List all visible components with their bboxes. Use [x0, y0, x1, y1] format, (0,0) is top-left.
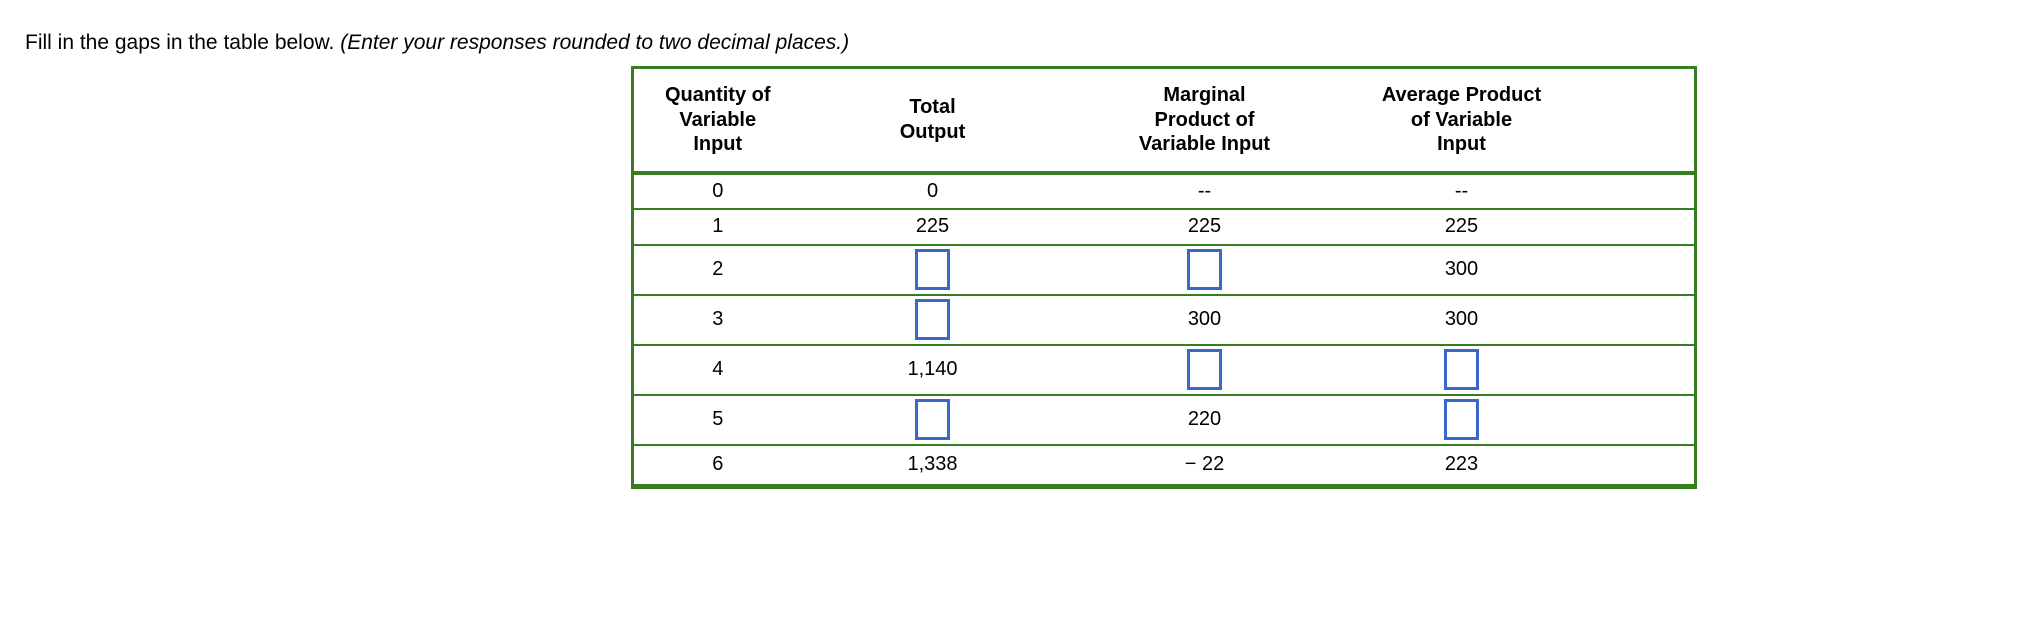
col-header-average-product: Average Product of Variable Input	[1345, 67, 1578, 175]
answer-input-total-output-q5[interactable]	[915, 399, 950, 440]
cell-quantity: 6	[632, 443, 802, 487]
cell-value: 0	[926, 179, 939, 202]
cell-value: 225	[1444, 215, 1479, 237]
cell-filler	[1577, 293, 1696, 345]
cell-average-product: 223	[1345, 443, 1578, 487]
cell-average-product: 300	[1345, 243, 1578, 295]
answer-input-total-output-q3[interactable]	[915, 299, 950, 340]
cell-average-product	[1345, 393, 1578, 445]
instruction-note: (Enter your responses rounded to two dec…	[340, 31, 850, 54]
cell-total-output: 225	[801, 207, 1064, 245]
answer-input-average-product-q4[interactable]	[1444, 349, 1479, 390]
cell-quantity: 5	[632, 393, 802, 445]
cell-value: 4	[712, 358, 724, 380]
cell-total-output	[801, 393, 1064, 445]
cell-quantity: 0	[633, 173, 802, 209]
cell-filler	[1577, 343, 1696, 395]
cell-value: − 22	[1184, 453, 1225, 476]
col-header-marginal-product: Marginal Product of Variable Input	[1063, 67, 1346, 175]
cell-value: 225	[1187, 215, 1222, 237]
table-row: 2 300	[632, 243, 1696, 295]
cell-value: 300	[1187, 308, 1222, 330]
cell-marginal-product	[1063, 243, 1346, 295]
cell-total-output	[801, 293, 1064, 345]
production-table: Quantity of Variable Input Total Output …	[631, 66, 1697, 489]
cell-value: 300	[1444, 258, 1479, 280]
table-row: 6 1,338 − 22 223	[632, 443, 1696, 487]
cell-filler	[1578, 173, 1696, 209]
cell-value: 3	[712, 308, 724, 330]
col-header-total-output: Total Output	[801, 67, 1064, 175]
cell-value: 223	[1444, 453, 1479, 476]
cell-marginal-product	[1063, 343, 1346, 395]
instruction-prefix: Fill in the gaps in the table below.	[25, 31, 341, 54]
cell-filler	[1577, 443, 1696, 487]
cell-total-output: 1,338	[801, 443, 1064, 487]
cell-value: 1,338	[907, 453, 958, 476]
cell-marginal-product: 220	[1063, 393, 1346, 445]
cell-quantity: 2	[632, 243, 802, 295]
cell-average-product	[1345, 343, 1578, 395]
cell-marginal-product: --	[1064, 173, 1346, 209]
table-row: 0 0 -- --	[633, 173, 1696, 209]
cell-value: --	[1454, 179, 1469, 202]
cell-marginal-product: 300	[1063, 293, 1346, 345]
cell-value: 1,140	[907, 358, 958, 380]
cell-value: 225	[915, 215, 950, 237]
cell-marginal-product: − 22	[1063, 443, 1346, 487]
answer-input-average-product-q5[interactable]	[1444, 399, 1479, 440]
cell-quantity: 3	[632, 293, 802, 345]
table-row: 5 220	[632, 393, 1696, 445]
instruction-text: Fill in the gaps in the table below. (En…	[25, 29, 849, 56]
cell-value: 220	[1187, 408, 1222, 430]
answer-input-marginal-product-q2[interactable]	[1187, 249, 1222, 290]
table-row: 4 1,140	[632, 343, 1696, 395]
cell-quantity: 1	[632, 207, 802, 245]
header-row: Quantity of Variable Input Total Output …	[632, 67, 1696, 175]
cell-average-product: --	[1346, 173, 1578, 209]
cell-filler	[1577, 243, 1696, 295]
cell-value: 6	[712, 453, 724, 476]
answer-input-marginal-product-q4[interactable]	[1187, 349, 1222, 390]
cell-value: 300	[1444, 308, 1479, 330]
table-row: 1 225 225 225	[632, 207, 1696, 245]
cell-total-output: 1,140	[801, 343, 1064, 395]
cell-filler	[1577, 207, 1696, 245]
cell-total-output	[801, 243, 1064, 295]
cell-average-product: 300	[1345, 293, 1578, 345]
cell-filler	[1577, 393, 1696, 445]
cell-value: 2	[712, 258, 724, 280]
col-header-quantity-of-variable-input: Quantity of Variable Input	[632, 67, 802, 175]
cell-value: 1	[712, 215, 724, 237]
table-row: 3 300 300	[632, 293, 1696, 345]
cell-total-output: 0	[802, 173, 1064, 209]
cell-average-product: 225	[1345, 207, 1578, 245]
cell-marginal-product: 225	[1063, 207, 1346, 245]
cell-value: 0	[712, 179, 724, 202]
col-header-filler	[1577, 67, 1696, 175]
cell-quantity: 4	[632, 343, 802, 395]
cell-value: --	[1197, 179, 1212, 202]
cell-value: 5	[712, 408, 724, 430]
answer-input-total-output-q2[interactable]	[915, 249, 950, 290]
